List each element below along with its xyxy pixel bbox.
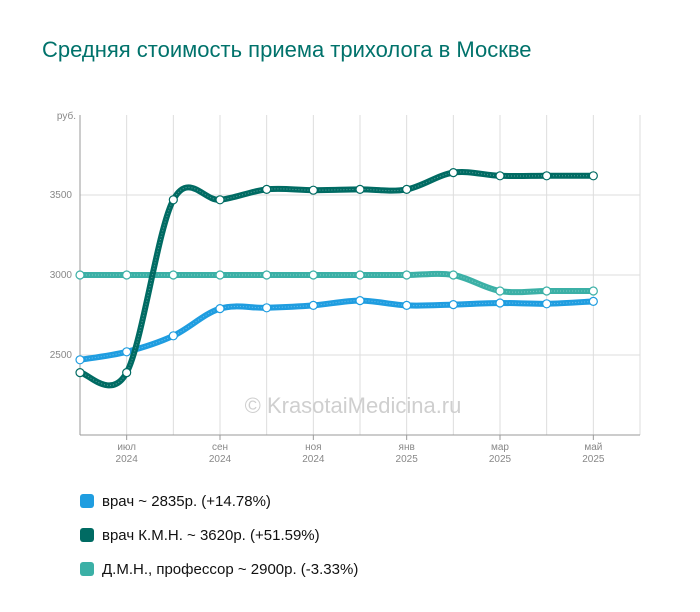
data-point (168, 331, 178, 341)
data-point (122, 347, 132, 357)
data-point (402, 300, 412, 310)
data-point (355, 270, 365, 280)
legend-swatch (80, 562, 94, 576)
data-point (402, 270, 412, 280)
x-tick-label-year: 2024 (116, 454, 139, 465)
data-point (308, 185, 318, 195)
data-point (215, 195, 225, 205)
data-point (168, 195, 178, 205)
data-point (75, 368, 85, 378)
x-tick-label-year: 2025 (396, 454, 419, 465)
x-tick-label-month: ноя (305, 442, 322, 453)
legend-label: врач К.М.Н. ~ 3620р. (+51.59%) (102, 526, 320, 544)
y-tick-label: 2500 (50, 350, 73, 361)
data-point (495, 171, 505, 181)
data-point (588, 296, 598, 306)
legend-swatch (80, 494, 94, 508)
legend-item[interactable]: врач К.М.Н. ~ 3620р. (+51.59%) (80, 518, 358, 552)
data-point (308, 270, 318, 280)
data-point (262, 270, 272, 280)
x-tick-label-month: янв (399, 442, 415, 453)
data-point (262, 303, 272, 313)
data-point (542, 286, 552, 296)
x-tick-label-month: май (584, 442, 602, 453)
y-unit-label: руб. (57, 110, 76, 122)
data-point (448, 168, 458, 178)
x-tick-label-month: мар (491, 442, 509, 453)
data-point (542, 299, 552, 309)
legend-label: врач ~ 2835р. (+14.78%) (102, 492, 271, 510)
x-tick-label-month: сен (212, 442, 228, 453)
data-point (355, 184, 365, 194)
data-point (262, 184, 272, 194)
data-point (588, 171, 598, 181)
series-line (77, 169, 597, 389)
series-line (77, 297, 597, 363)
x-tick-label-year: 2024 (302, 454, 325, 465)
x-tick-label-year: 2025 (489, 454, 512, 465)
series-line (77, 270, 597, 296)
y-tick-label: 3000 (50, 270, 73, 281)
y-tick-label: 3500 (50, 190, 73, 201)
legend-label: Д.М.Н., профессор ~ 2900р. (-3.33%) (102, 560, 359, 578)
x-tick-label-year: 2024 (209, 454, 232, 465)
x-tick-label-month: июл (117, 442, 136, 453)
data-point (308, 300, 318, 310)
data-point (542, 171, 552, 181)
watermark: © KrasotaiMedicina.ru (245, 393, 462, 418)
line-chart: руб.250030003500июл2024сен2024ноя2024янв… (50, 110, 641, 465)
data-point (495, 286, 505, 296)
legend-item[interactable]: врач ~ 2835р. (+14.78%) (80, 484, 358, 518)
data-point (448, 270, 458, 280)
chart-title: Средняя стоимость приема трихолога в Мос… (42, 37, 532, 62)
data-point (122, 270, 132, 280)
legend-item[interactable]: Д.М.Н., профессор ~ 2900р. (-3.33%) (80, 552, 358, 586)
data-point (75, 270, 85, 280)
series-line-highlight (79, 300, 594, 361)
series-line-highlight (79, 171, 594, 386)
data-point (402, 184, 412, 194)
data-point (448, 300, 458, 310)
data-point (215, 270, 225, 280)
data-point (168, 270, 178, 280)
legend-swatch (80, 528, 94, 542)
data-point (495, 298, 505, 308)
legend: врач ~ 2835р. (+14.78%) врач К.М.Н. ~ 36… (80, 484, 358, 586)
data-point (215, 304, 225, 314)
data-point (75, 355, 85, 365)
data-point (355, 296, 365, 306)
x-tick-label-year: 2025 (582, 454, 605, 465)
data-point (588, 286, 598, 296)
data-point (122, 368, 132, 378)
